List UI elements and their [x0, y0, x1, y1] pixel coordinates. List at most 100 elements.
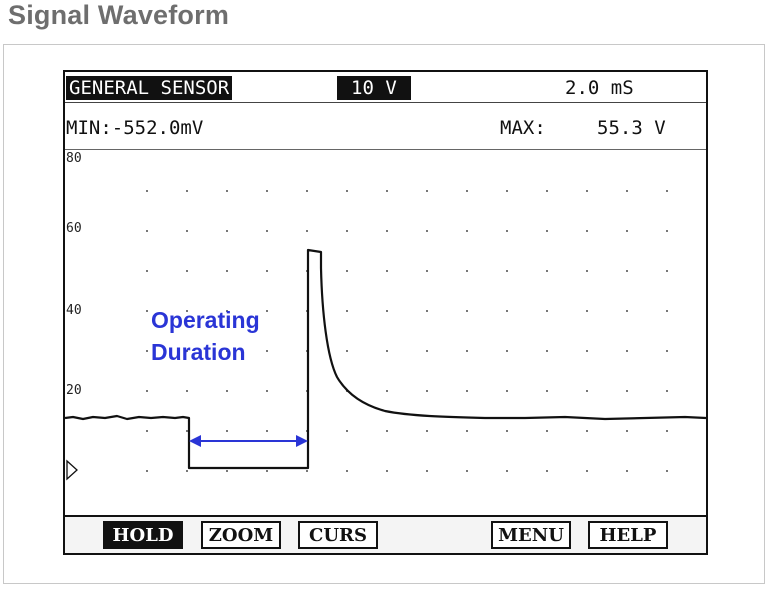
grid-dot: [226, 190, 228, 192]
grid-dot: [426, 270, 428, 272]
grid-dot: [426, 390, 428, 392]
grid-dot: [306, 230, 308, 232]
grid-dot: [466, 430, 468, 432]
grid-dot: [626, 270, 628, 272]
grid-dot: [546, 230, 548, 232]
grid-dot: [186, 390, 188, 392]
grid-dot: [666, 230, 668, 232]
y-tick-40: 40: [66, 303, 82, 318]
grid-dot: [426, 470, 428, 472]
grid-dot: [626, 430, 628, 432]
grid-dot: [626, 310, 628, 312]
grid-dot: [506, 270, 508, 272]
grid-dot: [626, 350, 628, 352]
grid-dot: [146, 270, 148, 272]
annotation-operating: Operating: [151, 307, 260, 333]
grid-dot: [586, 430, 588, 432]
grid-dot: [186, 350, 188, 352]
grid-dot: [266, 350, 268, 352]
grid-dot: [666, 350, 668, 352]
grid-dot: [146, 430, 148, 432]
grid-dot: [506, 470, 508, 472]
grid-dot: [346, 470, 348, 472]
grid-dot: [466, 270, 468, 272]
grid-dot: [506, 230, 508, 232]
hold-button[interactable]: HOLD: [103, 521, 183, 549]
grid-dot: [586, 310, 588, 312]
waveform-plot: [65, 190, 706, 481]
grid-dot: [226, 470, 228, 472]
grid-dot: [146, 390, 148, 392]
grid-dot: [186, 230, 188, 232]
grid-dot: [266, 470, 268, 472]
grid-dot: [586, 350, 588, 352]
grid-dot: [226, 230, 228, 232]
grid-dot: [626, 230, 628, 232]
grid-dot: [226, 310, 228, 312]
header-divider: [65, 102, 706, 103]
page-title: Signal Waveform: [8, 0, 230, 30]
grid-dot: [586, 230, 588, 232]
zoom-button[interactable]: ZOOM: [201, 521, 281, 549]
grid-dot: [226, 350, 228, 352]
grid-dot: [626, 470, 628, 472]
grid-dot: [386, 230, 388, 232]
min-readout: MIN:-552.0mV: [66, 116, 203, 140]
grid-dot: [306, 190, 308, 192]
grid-dot: [386, 390, 388, 392]
grid-dot: [466, 470, 468, 472]
measurement-divider: [65, 149, 706, 150]
menu-button[interactable]: MENU: [491, 521, 571, 549]
volts-per-div[interactable]: 10 V: [337, 76, 411, 100]
time-per-div[interactable]: 2.0 mS: [565, 77, 634, 99]
grid-dot: [146, 470, 148, 472]
grid-dot: [666, 430, 668, 432]
grid-dot: [306, 470, 308, 472]
grid-dot: [426, 350, 428, 352]
grid-dot: [586, 270, 588, 272]
grid-dot: [386, 470, 388, 472]
grid-dot: [546, 270, 548, 272]
grid-dot: [506, 350, 508, 352]
grid-dot: [666, 190, 668, 192]
grid-dot: [466, 390, 468, 392]
grid-dot: [186, 190, 188, 192]
duration-arrow: [189, 435, 308, 447]
curs-button[interactable]: CURS: [298, 521, 378, 549]
grid-dot: [146, 190, 148, 192]
grid-dot: [266, 430, 268, 432]
grid-dot: [546, 190, 548, 192]
grid-dot: [386, 270, 388, 272]
grid-dot: [506, 190, 508, 192]
grid-dot: [546, 350, 548, 352]
grid-dot: [666, 470, 668, 472]
grid-dot: [466, 230, 468, 232]
min-value: -552.0mV: [111, 117, 204, 139]
grid-dot: [226, 270, 228, 272]
annotation-duration: Duration: [151, 339, 246, 365]
help-button[interactable]: HELP: [588, 521, 668, 549]
grid-dot: [666, 310, 668, 312]
grid-dot: [266, 310, 268, 312]
grid-dot: [666, 390, 668, 392]
grid-dot: [546, 390, 548, 392]
grid-dot: [506, 310, 508, 312]
channel-label[interactable]: GENERAL SENSOR: [66, 76, 233, 100]
grid-dot: [466, 350, 468, 352]
grid-dot: [346, 310, 348, 312]
grid-dot: [426, 190, 428, 192]
grid-dot: [666, 270, 668, 272]
grid-dot: [146, 350, 148, 352]
grid-dot: [266, 390, 268, 392]
grid-dot: [426, 430, 428, 432]
grid-dot: [586, 470, 588, 472]
grid-dot: [186, 270, 188, 272]
grid-dot: [146, 310, 148, 312]
grid-dot: [386, 350, 388, 352]
softkey-bar: HOLD ZOOM CURS MENU HELP: [65, 515, 706, 553]
grid-dot: [346, 190, 348, 192]
grid-dot: [346, 430, 348, 432]
grid-dot: [346, 230, 348, 232]
grid-dot: [346, 270, 348, 272]
grid-dot: [586, 190, 588, 192]
